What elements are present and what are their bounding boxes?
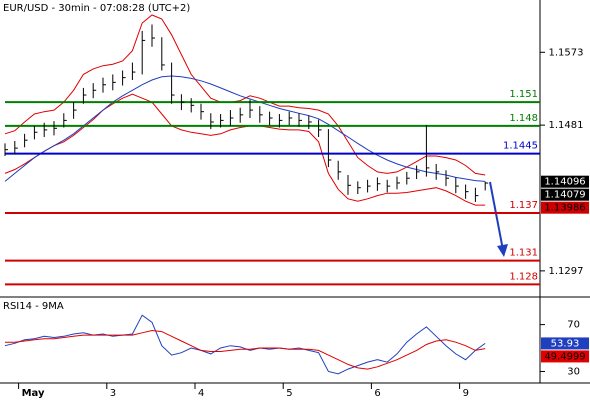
- x-tick-label: 4: [198, 388, 204, 399]
- x-tick-label: 5: [286, 388, 292, 399]
- x-tick-label: 6: [374, 388, 380, 399]
- value-tag: [541, 350, 589, 363]
- y-tick-label: 1.1481: [549, 120, 584, 131]
- y-tick-label: 30: [567, 366, 580, 377]
- price-tag: [541, 175, 589, 188]
- level-label: 1.131: [509, 248, 538, 259]
- indicator-line: [4, 14, 486, 176]
- level-label: 1.128: [509, 271, 538, 282]
- chart-title: EUR/USD - 30min - 07:08:28 (UTC+2): [3, 3, 190, 14]
- price-tag-label: 1.13986: [544, 203, 585, 214]
- forecast-arrowhead: [497, 244, 508, 257]
- value-tag-label: 53.93: [551, 338, 580, 349]
- x-tick-label: 3: [110, 388, 116, 399]
- y-tick-label: 1.1297: [549, 266, 584, 277]
- price-tag-label: 1.14079: [544, 190, 585, 201]
- level-label: 1.1445: [503, 141, 538, 152]
- value-tag-label: 49.4999: [544, 351, 585, 362]
- price-tag: [541, 188, 589, 201]
- level-label: 1.148: [509, 113, 538, 124]
- rsi-title: RSI14 - 9MA: [3, 301, 64, 312]
- value-tag: [541, 337, 589, 350]
- level-label: 1.151: [509, 89, 538, 100]
- rsi-line: [5, 329, 486, 370]
- y-tick-label: 1.1573: [549, 47, 584, 58]
- rsi-line: [4, 314, 486, 375]
- level-label: 1.137: [509, 200, 538, 211]
- indicator-line: [4, 75, 486, 182]
- price-tag-label: 1.14096: [544, 177, 585, 188]
- y-tick-label: 70: [567, 320, 580, 331]
- price-tag: [541, 201, 589, 214]
- forecast-arrow: [489, 181, 504, 251]
- x-tick-label: May: [22, 388, 45, 399]
- x-tick-label: 9: [463, 388, 469, 399]
